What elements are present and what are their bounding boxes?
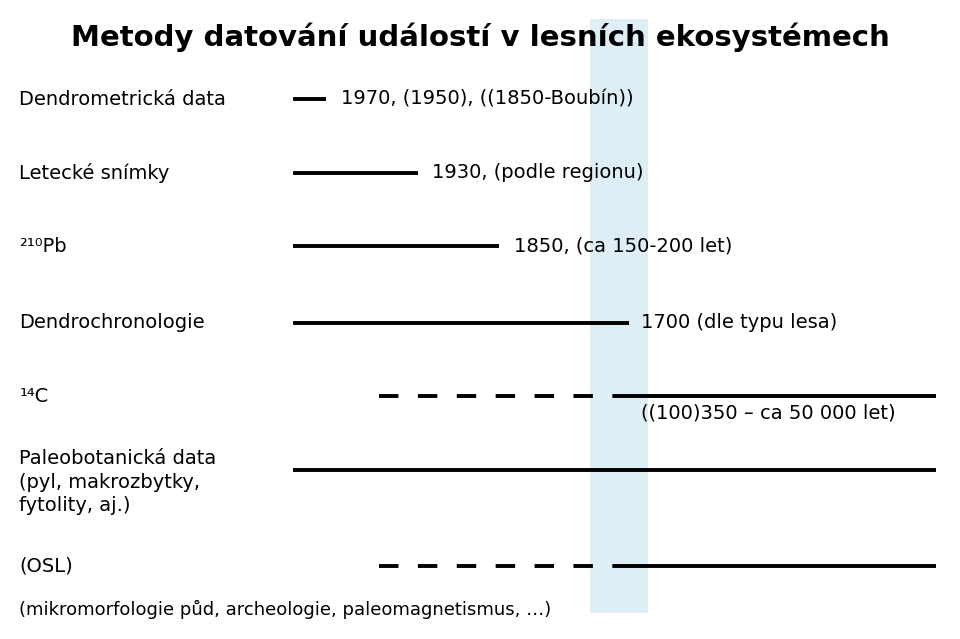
Text: ¹⁴C: ¹⁴C xyxy=(19,387,48,406)
Text: ((100)350 – ca 50 000 let): ((100)350 – ca 50 000 let) xyxy=(641,404,896,423)
Text: (mikromorfologie půd, archeologie, paleomagnetismus, …): (mikromorfologie půd, archeologie, paleo… xyxy=(19,599,551,619)
Text: 1700 (dle typu lesa): 1700 (dle typu lesa) xyxy=(641,313,837,332)
Bar xyxy=(590,19,648,613)
Text: Dendrometrická data: Dendrometrická data xyxy=(19,89,226,109)
Text: Metody datování událostí v lesních ekosystémech: Metody datování událostí v lesních ekosy… xyxy=(71,22,889,52)
Text: 1850, (ca 150-200 let): 1850, (ca 150-200 let) xyxy=(514,236,732,256)
Text: ²¹⁰Pb: ²¹⁰Pb xyxy=(19,236,67,256)
Text: (OSL): (OSL) xyxy=(19,556,73,575)
Text: Dendrochronologie: Dendrochronologie xyxy=(19,313,204,332)
Text: Paleobotanická data
(pyl, makrozbytky,
fytolity, aj.): Paleobotanická data (pyl, makrozbytky, f… xyxy=(19,449,216,516)
Text: Letecké snímky: Letecké snímky xyxy=(19,162,170,183)
Text: 1930, (podle regionu): 1930, (podle regionu) xyxy=(432,163,643,182)
Text: 1970, (1950), ((1850-Boubín)): 1970, (1950), ((1850-Boubín)) xyxy=(341,89,634,109)
